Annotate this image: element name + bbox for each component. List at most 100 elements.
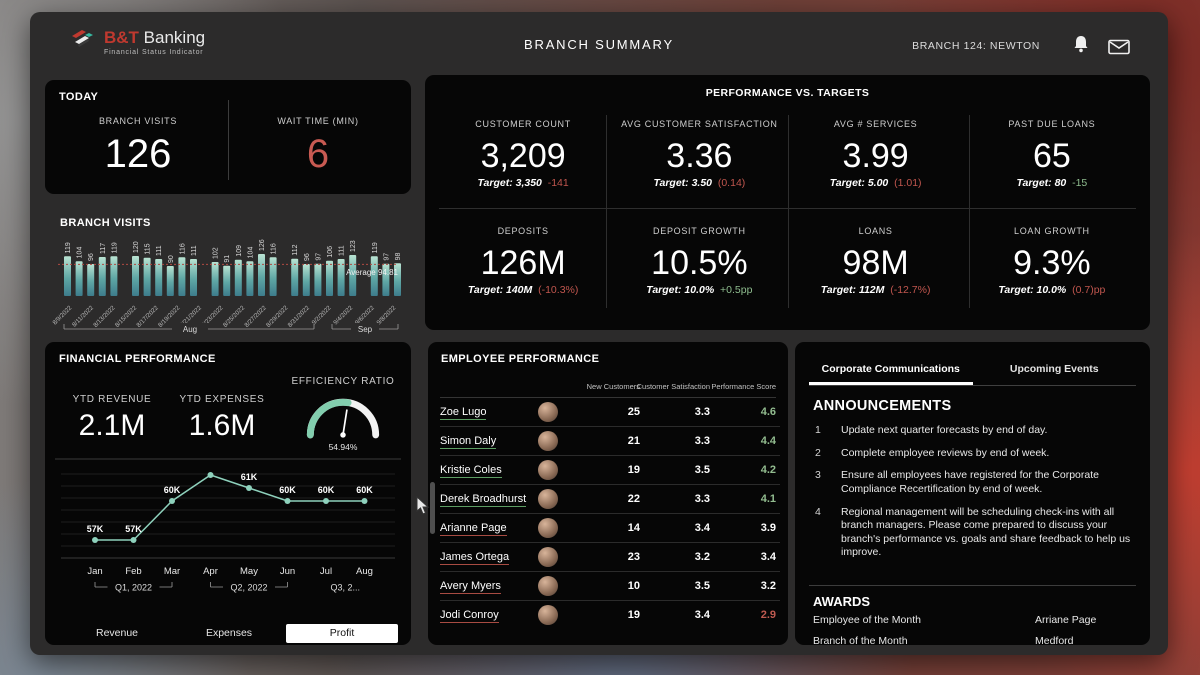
svg-text:97: 97 (315, 253, 322, 261)
svg-text:Q1, 2022: Q1, 2022 (115, 583, 152, 593)
svg-text:117: 117 (100, 243, 107, 254)
svg-text:Average 94.81: Average 94.81 (346, 268, 398, 277)
employee-avatar (538, 489, 558, 509)
divider (228, 100, 229, 180)
branch-visits-chart-title: BRANCH VISITS (60, 217, 151, 229)
kpi-target-text: Target: 10.0% (646, 283, 715, 296)
series-button-profit[interactable]: Profit (286, 624, 398, 643)
kpi-tile[interactable]: AVG # SERVICES 3.99 Target: 5.00 (1.01) (788, 103, 964, 210)
tab-upcoming-events[interactable]: Upcoming Events (1009, 363, 1099, 375)
awards-title: AWARDS (813, 594, 871, 609)
svg-text:8/27/2022: 8/27/2022 (243, 304, 268, 329)
kpi-label: PAST DUE LOANS (1008, 119, 1096, 129)
announcement-number: 4 (815, 505, 821, 518)
ytd-expenses-label: YTD EXPENSES (179, 394, 265, 405)
kpi-grid: CUSTOMER COUNT 3,209 Target: 3,350 -141 AVG… (435, 103, 1140, 316)
employee-name-link[interactable]: James Ortega (440, 551, 510, 565)
employee-row: Kristie Coles 19 3.5 4.2 (440, 456, 780, 485)
employee-name-link[interactable]: Jodi Conroy (440, 609, 499, 623)
branch-visits-metric: BRANCH VISITS 126 (48, 116, 228, 177)
announcement-number: 3 (815, 469, 821, 482)
svg-text:60K: 60K (164, 485, 181, 495)
svg-text:119: 119 (372, 242, 379, 253)
award-value: Arriane Page (1035, 614, 1097, 626)
wait-time-value: 6 (306, 132, 330, 176)
employee-title: EMPLOYEE PERFORMANCE (441, 353, 600, 365)
today-title: TODAY (59, 91, 99, 103)
kpi-tile[interactable]: LOAN GROWTH 9.3% Target: 10.0% (0.7)pp (964, 210, 1140, 317)
logo-icon (72, 30, 93, 47)
branch-visits-bar-chart[interactable]: 119 104 96 117 119 120 115 111 90 116 111 102 91 109 1… (52, 232, 404, 342)
satisfaction-value: 3.3 (694, 493, 710, 505)
tab-corporate-communications[interactable]: Corporate Communications (809, 352, 973, 385)
svg-text:120: 120 (133, 241, 140, 253)
kpi-label: CUSTOMER COUNT (475, 119, 571, 129)
satisfaction-value: 3.3 (694, 435, 710, 447)
kpi-delta: (0.7)pp (1066, 283, 1106, 296)
kpi-tile[interactable]: LOANS 98M Target: 112M (-12.7%) (788, 210, 964, 317)
branch-label: BRANCH 124: NEWTON (912, 40, 1040, 52)
kpi-tile[interactable]: CUSTOMER COUNT 3,209 Target: 3,350 -141 (435, 103, 611, 210)
employee-name-link[interactable]: Zoe Lugo (440, 406, 487, 420)
efficiency-value: 54.94% (328, 442, 358, 452)
svg-text:123: 123 (350, 240, 357, 252)
kpi-label: AVG CUSTOMER SATISFACTION (621, 119, 778, 129)
employee-name-link[interactable]: Kristie Coles (440, 464, 502, 478)
svg-text:111: 111 (156, 245, 163, 256)
efficiency-ratio-label: EFFICIENCY RATIO (291, 376, 395, 387)
employee-avatar (538, 431, 558, 451)
series-button-expenses[interactable]: Expenses (205, 627, 253, 639)
divider (606, 115, 608, 308)
series-button-revenue[interactable]: Revenue (95, 627, 139, 639)
employee-avatar (538, 576, 558, 596)
communications-panel: Corporate Communications Upcoming Events… (795, 342, 1150, 647)
announcement-item: 4 Regional management will be scheduling … (815, 506, 1134, 561)
award-label: Employee of the Month (813, 614, 921, 626)
mail-icon[interactable] (1108, 37, 1130, 57)
communications-tabs: Corporate Communications Upcoming Events (809, 352, 1136, 386)
ytd-expenses-metric: YTD EXPENSES 1.6M (162, 394, 282, 443)
svg-text:102: 102 (213, 247, 220, 259)
svg-text:119: 119 (111, 242, 118, 253)
kpi-target: Target: 140M (-10.3%) (435, 284, 611, 296)
scrollbar-thumb[interactable] (430, 482, 435, 534)
notifications-bell-icon[interactable] (1070, 34, 1092, 54)
svg-text:Feb: Feb (125, 566, 141, 577)
svg-text:8/15/2022: 8/15/2022 (114, 304, 139, 329)
svg-text:60K: 60K (279, 485, 296, 495)
new-customers-value: 23 (627, 551, 640, 563)
employee-name-link[interactable]: Avery Myers (440, 580, 501, 594)
employee-row: Zoe Lugo 25 3.3 4.6 (440, 398, 780, 427)
kpi-target: Target: 3,350 -141 (435, 177, 611, 189)
svg-text:90: 90 (168, 255, 175, 263)
employee-avatar (538, 402, 558, 422)
employee-name-link[interactable]: Simon Daly (440, 435, 497, 449)
kpi-tile[interactable]: DEPOSITS 126M Target: 140M (-10.3%) (435, 210, 611, 317)
new-customers-value: 19 (627, 464, 640, 476)
employee-name-link[interactable]: Derek Broadhurst (440, 493, 527, 507)
kpi-value: 9.3% (1013, 243, 1091, 282)
announcement-item: 1 Update next quarter forecasts by end of… (815, 424, 1134, 438)
kpi-tile[interactable]: AVG CUSTOMER SATISFACTION 3.36 Target: 3.5… (611, 103, 787, 210)
new-customers-value: 25 (627, 406, 640, 418)
kpi-tile[interactable]: DEPOSIT GROWTH 10.5% Target: 10.0% +0.5pp (611, 210, 787, 317)
employee-row: Avery Myers 10 3.5 3.2 (440, 572, 780, 601)
award-branch-of-month: Branch of the Month Medford (813, 635, 1134, 647)
column-new-customers: New Customers (586, 382, 640, 391)
new-customers-value: 22 (627, 493, 640, 505)
branch-visits-label: BRANCH VISITS (98, 116, 178, 126)
satisfaction-value: 3.5 (694, 580, 710, 592)
svg-text:98: 98 (395, 252, 402, 260)
kpi-tile[interactable]: PAST DUE LOANS 65 Target: 80 -15 (964, 103, 1140, 210)
new-customers-value: 10 (627, 580, 640, 592)
efficiency-gauge[interactable] (300, 390, 386, 442)
svg-text:106: 106 (327, 246, 334, 258)
performance-score-value: 3.9 (760, 522, 776, 534)
column-customer-satisfaction: Customer Satisfaction (636, 382, 710, 391)
kpi-delta: (-10.3%) (532, 283, 579, 296)
employee-name-link[interactable]: Arianne Page (440, 522, 507, 536)
announcement-number: 1 (815, 424, 821, 436)
profit-line-chart[interactable]: 57K Jan 57K Feb 60K Mar Apr 61K May 60K Jun 60K Jul 6… (51, 456, 405, 614)
svg-text:91: 91 (224, 255, 231, 263)
